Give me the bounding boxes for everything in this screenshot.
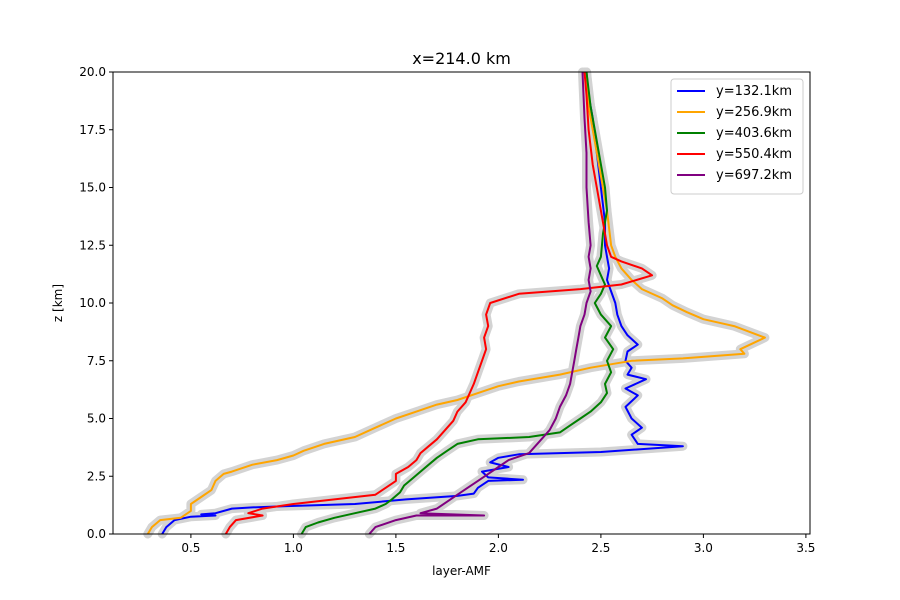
x-tick-label: 1.5: [386, 541, 405, 555]
y-tick-label: 7.5: [87, 354, 106, 368]
x-tick-label: 2.0: [489, 541, 508, 555]
legend-label-1: y=132.1km: [716, 84, 792, 99]
y-tick-label: 15.0: [79, 181, 106, 195]
y-tick-label: 2.5: [87, 469, 106, 483]
series-line-2: [146, 71, 766, 535]
x-axis-label: layer-AMF: [432, 564, 491, 578]
legend-label-4: y=550.4km: [716, 147, 792, 162]
y-axis-label: z [km]: [51, 284, 65, 322]
x-tick-label: 3.0: [694, 541, 713, 555]
x-tick-label: 2.5: [591, 541, 610, 555]
legend-box: [670, 78, 804, 195]
y-tick-label: 10.0: [79, 296, 106, 310]
series-lines: [146, 71, 766, 535]
series-line-3: [300, 71, 615, 535]
uncertainty-band-5: [364, 67, 596, 539]
y-axis-ticks: 0.0 2.5 5.0 7.5 10.0 12.5 15.0 17.5 20.0: [79, 65, 113, 541]
y-tick-label: 17.5: [79, 123, 106, 137]
x-tick-label: 3.5: [796, 541, 815, 555]
legend-label-2: y=256.9km: [716, 105, 792, 120]
x-tick-label: 1.0: [284, 541, 303, 555]
legend-label-5: y=697.2km: [716, 168, 792, 183]
legend: y=132.1km y=256.9km y=403.6km y=550.4km y=69…: [670, 78, 804, 195]
y-tick-label: 20.0: [79, 65, 106, 79]
series-line-4: [224, 71, 654, 535]
uncertainty-band-3: [297, 67, 618, 539]
x-tick-label: 0.5: [181, 541, 200, 555]
y-tick-label: 0.0: [87, 527, 106, 541]
y-tick-label: 12.5: [79, 238, 106, 252]
series-line-5: [368, 71, 592, 535]
y-tick-label: 5.0: [87, 412, 106, 426]
legend-label-3: y=403.6km: [716, 126, 792, 141]
x-axis-ticks: 0.5 1.0 1.5 2.0 2.5 3.0 3.5: [181, 534, 815, 555]
chart-title: x=214.0 km: [412, 49, 511, 68]
